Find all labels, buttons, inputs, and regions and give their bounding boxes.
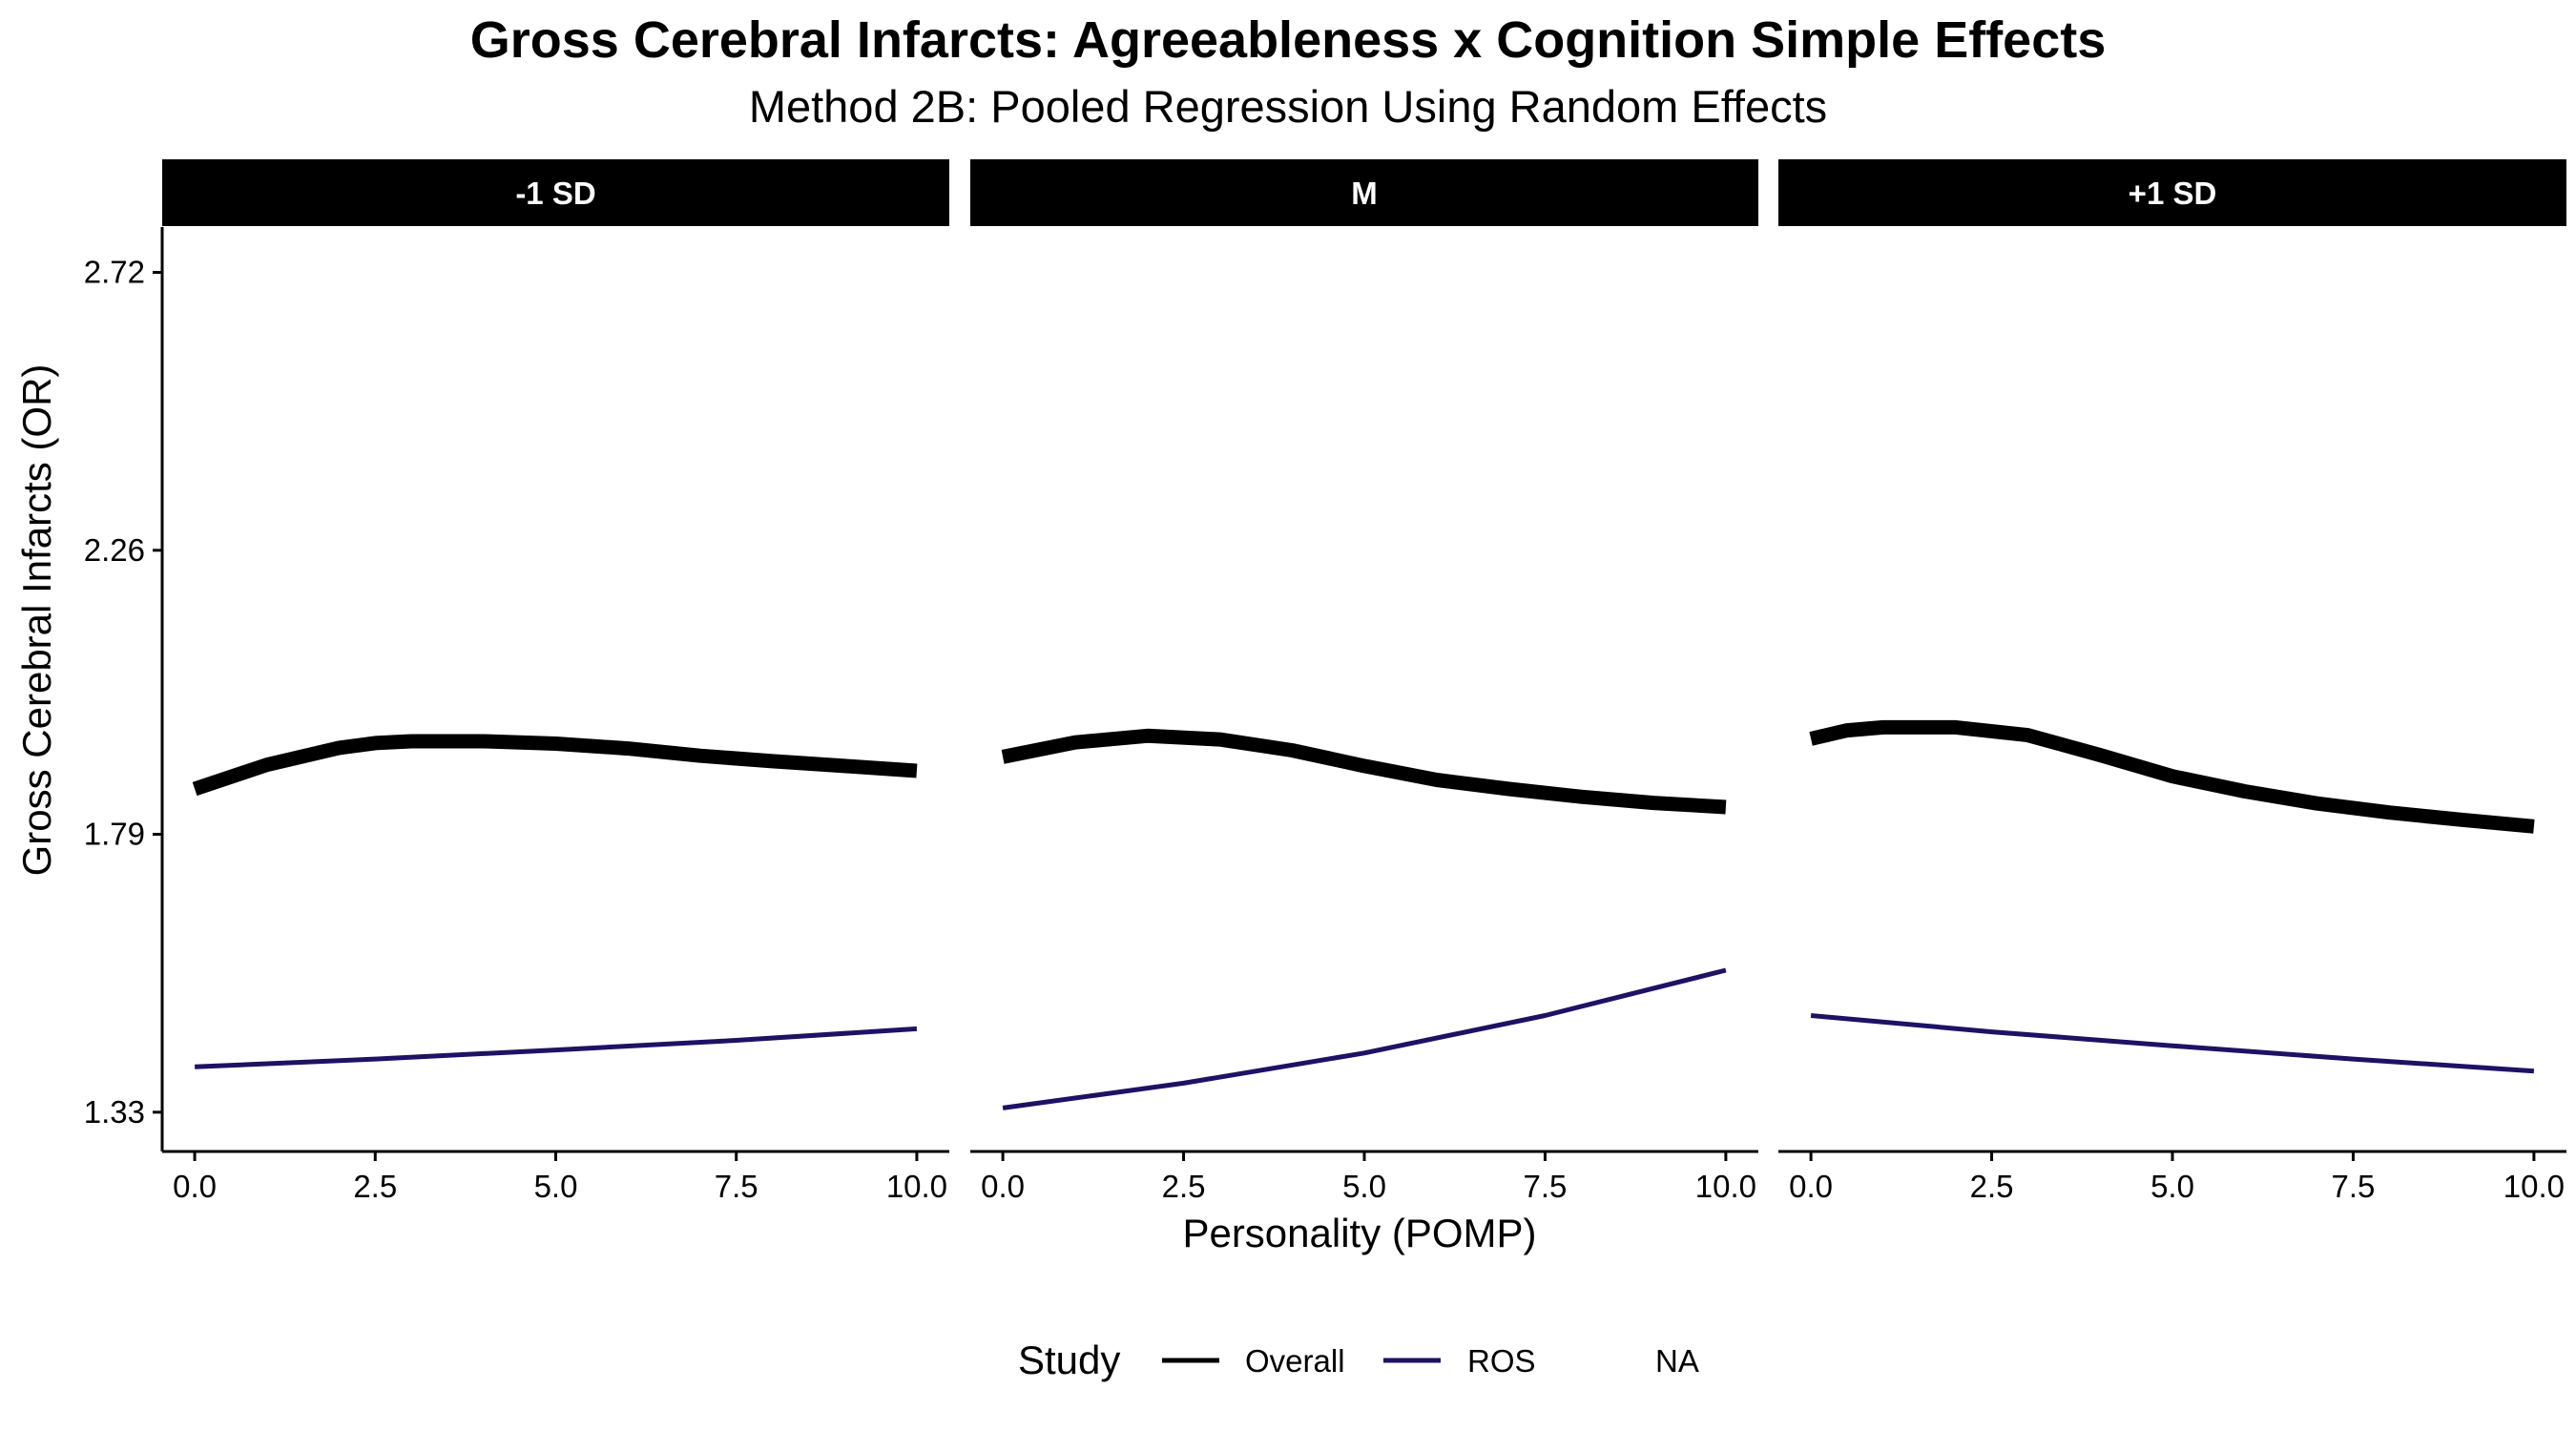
series-line-overall [1001, 728, 1727, 815]
y-tick-label: 2.72 [84, 255, 145, 290]
y-tick-label: 1.33 [84, 1094, 145, 1130]
x-tick-label: 2.5 [1162, 1169, 1206, 1204]
panel-1: -1 SD 1.33 1.79 2.26 2.72 0.0 2.5 5.0 7.5 10.0 [84, 159, 949, 1204]
series-line-ros [194, 1026, 918, 1069]
x-tick-label: 0.0 [1789, 1169, 1833, 1204]
x-tick-label: 5.0 [2150, 1169, 2194, 1204]
series-line-ros [1810, 1013, 2535, 1074]
strip-label: +1 SD [2129, 176, 2217, 211]
series-line-overall [192, 734, 918, 797]
legend-label-ros: ROS [1467, 1343, 1536, 1379]
x-tick-label: 10.0 [2503, 1169, 2565, 1204]
x-tick-label: 2.5 [353, 1169, 397, 1204]
x-tick-label: 7.5 [1524, 1169, 1568, 1204]
y-tick-label: 2.26 [84, 532, 145, 568]
strip-label: M [1351, 176, 1378, 211]
x-tick-label: 0.0 [173, 1169, 217, 1204]
x-axis-title: Personality (POMP) [1182, 1211, 1536, 1255]
legend-item-na: NA [1655, 1343, 1699, 1379]
legend-label-overall: Overall [1245, 1343, 1345, 1379]
x-tick-label: 7.5 [2332, 1169, 2376, 1204]
y-axis-title: Gross Cerebral Infarcts (OR) [14, 364, 59, 877]
x-tick-label: 5.0 [534, 1169, 578, 1204]
y-tick-label: 1.79 [84, 817, 145, 852]
legend-item-overall: Overall [1162, 1343, 1345, 1379]
strip-background [162, 159, 949, 226]
series-line-ros [1002, 967, 1727, 1110]
legend-title: Study [1018, 1338, 1120, 1382]
x-tick-label: 10.0 [1695, 1169, 1756, 1204]
x-tick-label: 2.5 [1970, 1169, 2014, 1204]
legend-label-na: NA [1655, 1343, 1699, 1379]
strip-label: -1 SD [515, 176, 595, 211]
panel-3: +1 SD 0.0 2.5 5.0 7.5 10.0 [1778, 159, 2566, 1204]
chart-subtitle: Method 2B: Pooled Regression Using Rando… [749, 81, 1827, 132]
strip-background [1778, 159, 2566, 226]
panel-2: M 0.0 2.5 5.0 7.5 10.0 [970, 159, 1758, 1204]
legend-item-ros: ROS [1383, 1343, 1536, 1379]
x-tick-label: 0.0 [981, 1169, 1025, 1204]
strip-background [970, 159, 1758, 226]
x-tick-label: 7.5 [715, 1169, 758, 1204]
x-tick-label: 5.0 [1342, 1169, 1386, 1204]
series-line-overall [1809, 719, 2535, 834]
x-tick-label: 10.0 [886, 1169, 947, 1204]
chart-title: Gross Cerebral Infarcts: Agreeableness x… [470, 11, 2107, 69]
